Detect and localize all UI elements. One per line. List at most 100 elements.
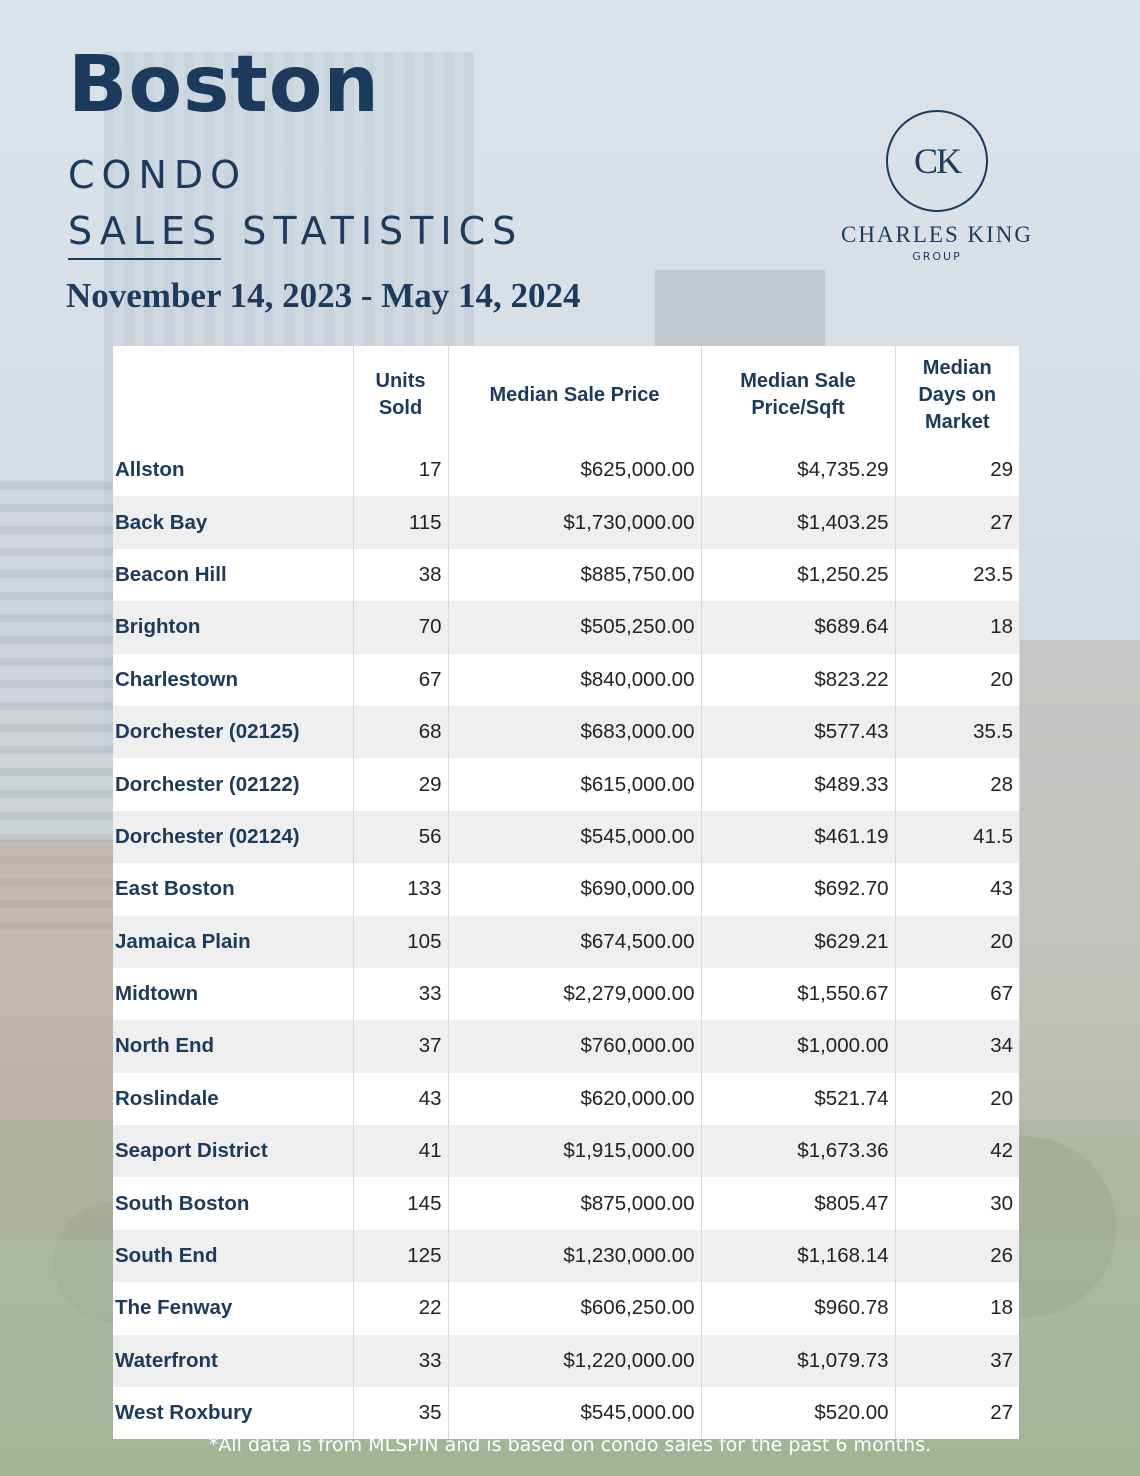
cell-median-days-on-market: 43: [894, 863, 1019, 916]
cell-median-days-on-market: 41.5: [894, 810, 1019, 864]
cell-units-sold: 56: [352, 810, 448, 864]
cell-units-sold: 43: [352, 1072, 448, 1126]
cell-median-days-on-market: 18: [894, 1282, 1019, 1335]
column-header-median-sale-price: Median Sale Price: [447, 346, 701, 444]
cell-median-sale-price: $840,000.00: [447, 653, 701, 706]
logo-monogram: CK: [886, 110, 988, 212]
cell-median-price-sqft: $805.47: [700, 1177, 895, 1230]
cell-median-sale-price: $885,750.00: [447, 548, 701, 602]
cell-median-price-sqft: $1,079.73: [700, 1334, 895, 1388]
cell-neighborhood: Brighton: [113, 601, 353, 654]
cell-units-sold: 68: [352, 705, 448, 759]
background-prudential-tower: [655, 270, 825, 350]
cell-neighborhood: Allston: [115, 458, 185, 482]
table-row: The Fenway 22 $606,250.00 $960.78 18: [113, 1282, 1019, 1335]
cell-median-price-sqft: $960.78: [700, 1282, 895, 1335]
table-row: Jamaica Plain 105 $674,500.00 $629.21 20: [113, 915, 1019, 968]
column-header-median-price-sqft: Median Sale Price/Sqft: [700, 346, 895, 444]
table-row: Roslindale 43 $620,000.00 $521.74 20: [113, 1072, 1019, 1126]
cell-units-sold: 115: [352, 496, 448, 549]
cell-units-sold: 105: [352, 915, 448, 968]
cell-median-days-on-market: 20: [894, 653, 1019, 706]
page-title: Boston: [68, 40, 380, 130]
table-row: Dorchester (02122) 29 $615,000.00 $489.33 28: [113, 758, 1019, 811]
column-header-units-sold: Units Sold: [352, 346, 448, 444]
cell-neighborhood: Dorchester (02122): [115, 772, 300, 796]
cell-median-sale-price: $875,000.00: [447, 1177, 701, 1230]
cell-median-days-on-market: 35.5: [894, 705, 1019, 759]
cell-median-sale-price: $606,250.00: [447, 1282, 701, 1335]
cell-neighborhood: Roslindale: [115, 1086, 219, 1110]
cell-median-sale-price: $625,000.00: [447, 444, 701, 497]
cell-units-sold: 17: [352, 444, 448, 497]
cell-median-price-sqft: $823.22: [700, 653, 895, 706]
cell-median-price-sqft: $489.33: [700, 758, 895, 811]
cell-median-sale-price: $1,230,000.00: [447, 1229, 701, 1283]
table-row: Allston 17 $625,000.00 $4,735.29 29: [113, 444, 1019, 497]
table-row: South End 125 $1,230,000.00 $1,168.14 26: [113, 1229, 1019, 1283]
table-row: West Roxbury 35 $545,000.00 $520.00 27: [113, 1387, 1019, 1440]
table-row: Waterfront 33 $1,220,000.00 $1,079.73 37: [113, 1334, 1019, 1388]
logo-tagline: GROUP: [912, 250, 962, 263]
column-header-neighborhood: [113, 346, 353, 444]
company-logo: CK CHARLES KING GROUP: [827, 110, 1047, 263]
cell-units-sold: 125: [352, 1229, 448, 1283]
cell-median-days-on-market: 28: [894, 758, 1019, 811]
cell-median-sale-price: $545,000.00: [447, 810, 701, 864]
table-row: South Boston 145 $875,000.00 $805.47 30: [113, 1177, 1019, 1230]
cell-neighborhood: South Boston: [115, 1191, 250, 1215]
cell-median-price-sqft: $689.64: [700, 601, 895, 654]
cell-median-price-sqft: $1,550.67: [700, 967, 895, 1021]
table-row: Dorchester (02124) 56 $545,000.00 $461.19 41…: [113, 810, 1019, 864]
date-range: November 14, 2023 - May 14, 2024: [66, 276, 581, 315]
cell-median-sale-price: $1,915,000.00: [447, 1125, 701, 1178]
cell-median-sale-price: $615,000.00: [447, 758, 701, 811]
cell-median-days-on-market: 67: [894, 967, 1019, 1021]
table-row: Seaport District 41 $1,915,000.00 $1,673.36…: [113, 1125, 1019, 1178]
cell-median-sale-price: $690,000.00: [447, 863, 701, 916]
cell-neighborhood: Jamaica Plain: [113, 915, 353, 968]
cell-neighborhood: Back Bay: [113, 496, 353, 549]
cell-neighborhood: Dorchester (02125): [113, 705, 353, 759]
cell-median-price-sqft: $1,403.25: [700, 496, 895, 549]
cell-neighborhood: East Boston: [115, 877, 235, 901]
cell-units-sold: 70: [352, 601, 448, 654]
table-row: Charlestown 67 $840,000.00 $823.22 20: [113, 653, 1019, 706]
cell-median-days-on-market: 20: [894, 1072, 1019, 1126]
cell-median-days-on-market: 23.5: [894, 548, 1019, 602]
cell-units-sold: 33: [352, 1334, 448, 1388]
cell-units-sold: 133: [352, 863, 448, 916]
table-row: Beacon Hill 38 $885,750.00 $1,250.25 23.5: [113, 548, 1019, 602]
cell-units-sold: 29: [352, 758, 448, 811]
cell-median-price-sqft: $629.21: [700, 915, 895, 968]
cell-neighborhood: Dorchester (02124): [113, 810, 353, 864]
cell-median-days-on-market: 29: [894, 444, 1019, 497]
table-row: Midtown 33 $2,279,000.00 $1,550.67 67: [113, 967, 1019, 1021]
cell-median-sale-price: $2,279,000.00: [447, 967, 701, 1021]
column-header-median-days-on-market: Median Days on Market: [894, 346, 1019, 444]
cell-median-days-on-market: 27: [894, 1387, 1019, 1440]
cell-units-sold: 22: [352, 1282, 448, 1335]
cell-median-sale-price: $505,250.00: [447, 601, 701, 654]
table-row: Back Bay 115 $1,730,000.00 $1,403.25 27: [113, 496, 1019, 549]
cell-median-price-sqft: $1,673.36: [700, 1125, 895, 1178]
subtitle-line-2: SALES STATISTICS: [68, 209, 524, 253]
cell-neighborhood: West Roxbury: [115, 1401, 253, 1425]
cell-median-days-on-market: 37: [894, 1334, 1019, 1388]
cell-median-price-sqft: $4,735.29: [700, 444, 895, 497]
cell-median-price-sqft: $1,250.25: [700, 548, 895, 602]
cell-median-days-on-market: 20: [894, 915, 1019, 968]
cell-units-sold: 38: [352, 548, 448, 602]
cell-median-price-sqft: $692.70: [700, 863, 895, 916]
cell-units-sold: 67: [352, 653, 448, 706]
cell-neighborhood: North End: [113, 1020, 353, 1073]
cell-neighborhood: Waterfront: [113, 1334, 353, 1388]
subtitle-line-1: CONDO: [68, 153, 248, 197]
cell-median-days-on-market: 34: [894, 1020, 1019, 1073]
cell-neighborhood: The Fenway: [115, 1296, 233, 1320]
cell-units-sold: 145: [352, 1177, 448, 1230]
cell-median-sale-price: $760,000.00: [447, 1020, 701, 1073]
table-row: Dorchester (02125) 68 $683,000.00 $577.43 35…: [113, 705, 1019, 759]
table-row: East Boston 133 $690,000.00 $692.70 43: [113, 863, 1019, 916]
cell-median-sale-price: $683,000.00: [447, 705, 701, 759]
